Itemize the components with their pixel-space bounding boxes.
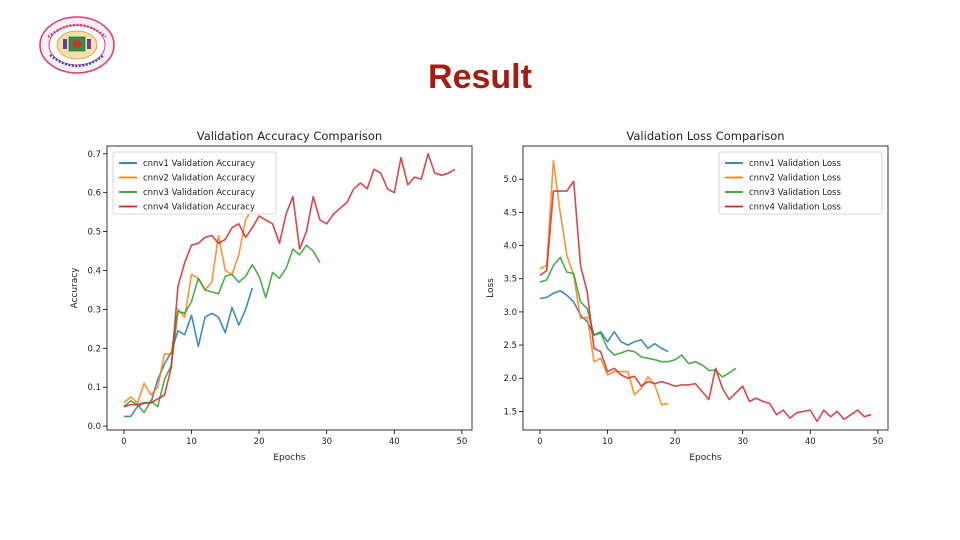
x-tick-label: 0: [537, 437, 542, 447]
series-line-4: [123, 152, 456, 408]
plot-frame: [522, 145, 889, 431]
y-tick-label: 0.7: [87, 150, 101, 160]
y-tick-label: 0.3: [87, 305, 101, 315]
y-tick-label: 0.5: [87, 228, 101, 238]
y-tick-label: 0.4: [87, 266, 101, 276]
y-tick-label: 0.0: [87, 422, 101, 432]
y-tick-label: 2.0: [503, 374, 517, 384]
x-tick-label: 20: [254, 437, 265, 447]
plot-frame: [106, 145, 473, 431]
validation-loss-chart: Validation Loss Comparison 0 10 20 30 40 50 1.5…: [486, 129, 889, 463]
x-tick-label: 40: [389, 437, 400, 447]
university-logo-icon: [39, 16, 115, 74]
x-tick-label: 50: [456, 437, 467, 447]
x-tick-label: 0: [121, 437, 126, 447]
x-tick-label: 30: [737, 437, 748, 447]
x-tick-label: 20: [670, 437, 681, 447]
legend-entry-1: cnnv1 Validation Loss: [749, 159, 841, 169]
chart-title: Validation Loss Comparison: [626, 129, 784, 143]
x-axis-label: Epochs: [689, 453, 722, 463]
series-line-4: [539, 180, 872, 423]
legend-entry-4: cnnv4 Validation Loss: [749, 203, 841, 213]
y-tick-label: 5.0: [503, 175, 517, 185]
y-tick-label: 1.5: [503, 407, 517, 417]
y-tick-label: 4.5: [503, 208, 517, 218]
legend-entry-2: cnnv2 Validation Accuracy: [143, 174, 255, 184]
series-line-2: [539, 159, 669, 406]
slide-title: Result: [428, 58, 532, 96]
legend-box: [718, 151, 883, 215]
y-axis-label: Accuracy: [70, 267, 80, 309]
y-tick-label: 2.5: [503, 341, 517, 351]
x-tick-label: 50: [872, 437, 883, 447]
x-tick-label: 30: [321, 437, 332, 447]
series-line-2: [123, 207, 253, 404]
y-tick-label: 3.0: [503, 308, 517, 318]
chart-title: Validation Accuracy Comparison: [197, 129, 382, 143]
legend-entry-3: cnnv3 Validation Accuracy: [143, 188, 255, 198]
validation-accuracy-chart: Validation Accuracy Comparison 0 10 20 30 40 5…: [70, 129, 473, 463]
y-tick-label: 0.2: [87, 344, 101, 354]
chart-legend: cnnv1 Validation Accuracy cnnv2 Validatio…: [112, 151, 277, 215]
legend-box: [112, 151, 277, 215]
y-tick-label: 0.1: [87, 383, 101, 393]
x-tick-label: 10: [186, 437, 197, 447]
y-tick-label: 4.0: [503, 242, 517, 252]
series-line-1: [539, 289, 669, 353]
series-line-3: [539, 256, 737, 378]
y-tick-label: 0.6: [87, 189, 101, 199]
series-line-3: [123, 244, 321, 414]
x-tick-label: 40: [805, 437, 816, 447]
legend-entry-2: cnnv2 Validation Loss: [749, 174, 841, 184]
legend-entry-1: cnnv1 Validation Accuracy: [143, 159, 255, 169]
chart-legend: cnnv1 Validation Loss cnnv2 Validation Lo…: [718, 151, 883, 215]
x-tick-label: 10: [602, 437, 613, 447]
y-tick-label: 3.5: [503, 275, 517, 285]
legend-entry-3: cnnv3 Validation Loss: [749, 188, 841, 198]
y-axis-label: Loss: [486, 278, 496, 298]
x-axis-label: Epochs: [273, 453, 306, 463]
legend-entry-4: cnnv4 Validation Accuracy: [143, 203, 255, 213]
